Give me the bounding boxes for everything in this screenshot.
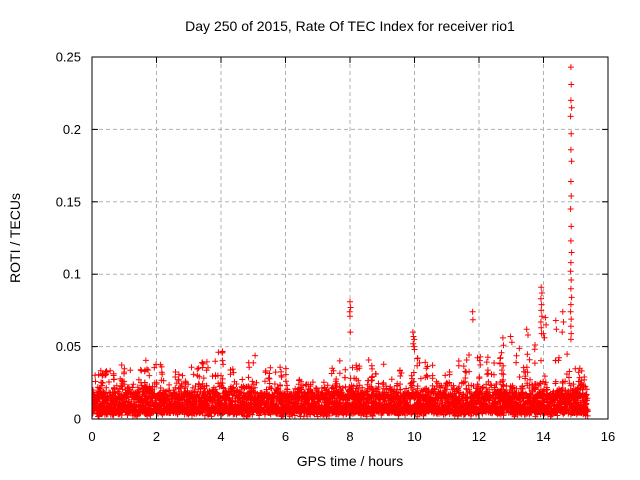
x-tick-label: 4 <box>217 429 224 444</box>
x-tick-label: 14 <box>536 429 550 444</box>
x-tick-label: 12 <box>472 429 486 444</box>
y-tick-label: 0.05 <box>56 339 81 354</box>
x-axis-label: GPS time / hours <box>297 453 404 469</box>
y-tick-label: 0 <box>74 412 81 427</box>
y-tick-label: 0.2 <box>63 122 81 137</box>
x-tick-label: 10 <box>407 429 421 444</box>
plot-border <box>91 56 609 420</box>
x-tick-label: 0 <box>88 429 95 444</box>
y-tick-label: 0.25 <box>56 50 81 65</box>
grid-lines <box>92 57 608 419</box>
x-tick-label: 16 <box>601 429 615 444</box>
y-tick-label: 0.1 <box>63 267 81 282</box>
chart-title: Day 250 of 2015, Rate Of TEC Index for r… <box>185 18 515 34</box>
x-tick-label: 6 <box>282 429 289 444</box>
x-tick-label: 2 <box>153 429 160 444</box>
x-tick-label: 8 <box>346 429 353 444</box>
scatter-points <box>92 64 591 419</box>
scatter-series <box>92 64 591 419</box>
axes: 0 2 4 6 8 10 12 14 16 0 0.05 0.1 0.15 0.2 0.25 <box>56 50 616 445</box>
y-axis-label: ROTI / TECUs <box>7 193 23 283</box>
y-tick-label: 0.15 <box>56 194 81 209</box>
